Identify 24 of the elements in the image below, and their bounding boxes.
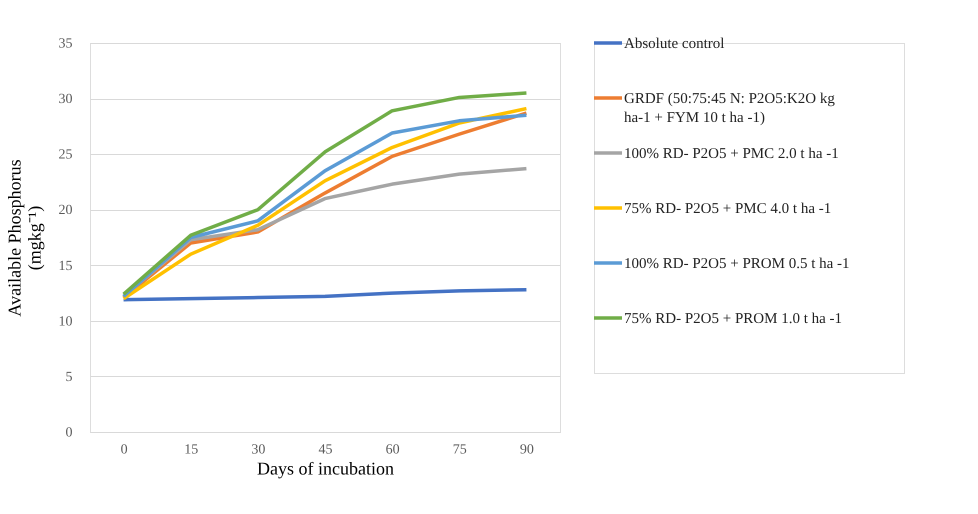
y-tick-label: 15 bbox=[58, 258, 72, 274]
y-tick-label: 25 bbox=[58, 148, 72, 163]
legend-label: 100% RD- P2O5 + PROM 0.5 t ha -1 bbox=[624, 256, 850, 272]
y-tick-label: 0 bbox=[66, 426, 72, 440]
legend-label: 75% RD- P2O5 + PROM 1.0 t ha -1 bbox=[624, 311, 842, 327]
x-tick-label: 90 bbox=[520, 442, 534, 458]
y-tick-label: 30 bbox=[58, 92, 72, 108]
legend-label: GRDF (50:75:45 N: P2O5:K2O kg ha-1 + FYM 10 t ha -1) bbox=[624, 91, 836, 126]
x-tick-label: 30 bbox=[251, 442, 266, 458]
y-tick-label: 35 bbox=[58, 36, 72, 52]
legend-label: 100% RD- P2O5 + PMC 2.0 t ha -1 bbox=[624, 146, 839, 162]
y-axis-title: Available Phosphorus (mgkg⁻¹) bbox=[4, 159, 44, 317]
x-tick-label: 45 bbox=[318, 442, 332, 458]
x-axis-title: Days of incubation bbox=[257, 458, 394, 478]
x-tick-label: 60 bbox=[386, 442, 400, 458]
y-tick-label: 5 bbox=[66, 370, 72, 385]
y-tick-label: 20 bbox=[58, 203, 72, 218]
x-tick-label: 0 bbox=[120, 442, 128, 458]
legend-label: Absolute control bbox=[624, 36, 724, 52]
line-series bbox=[122, 288, 528, 302]
y-tick-label: 10 bbox=[58, 314, 72, 330]
x-tick-label: 15 bbox=[184, 442, 198, 458]
legend-label: 75% RD- P2O5 + PMC 4.0 t ha -1 bbox=[624, 201, 832, 217]
x-tick-label: 75 bbox=[452, 442, 467, 458]
